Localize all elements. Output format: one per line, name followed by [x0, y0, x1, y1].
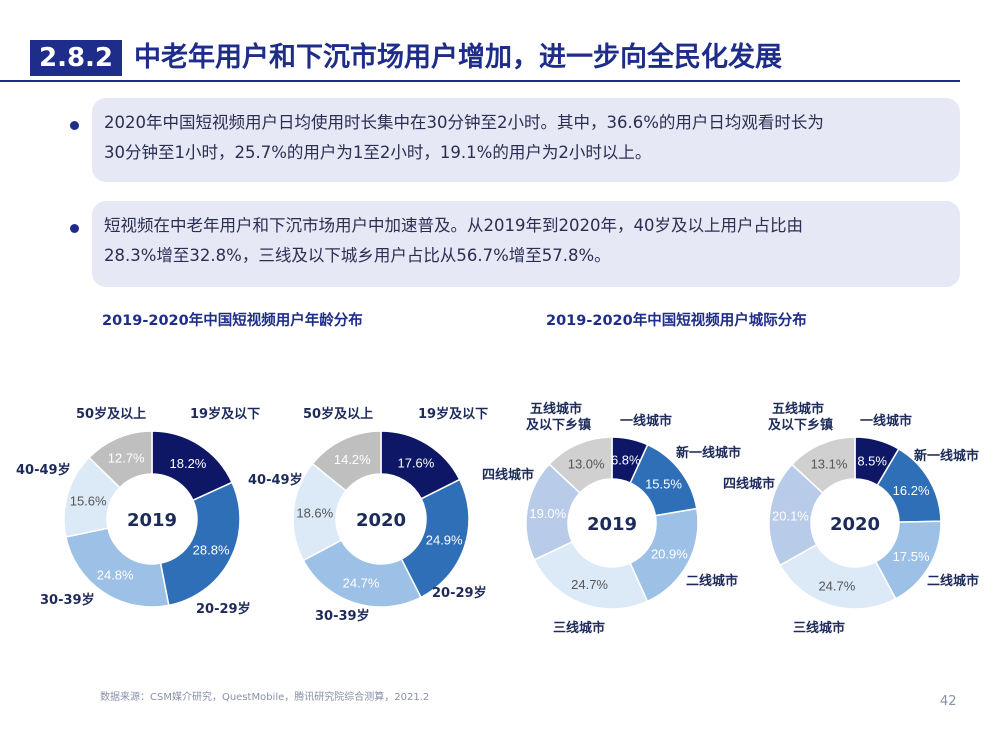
bullet-1-line-2: 30分钟至1小时，25.7%的用户为1至2小时，19.1%的用户为2小时以上。	[104, 143, 652, 162]
chart-1-center-year: 2019	[127, 510, 177, 531]
chart-3-category-label-1: 一线城市	[620, 413, 672, 429]
bullet-box-1: 2020年中国短视频用户日均使用时长集中在30分钟至2小时。其中，36.6%的用…	[92, 98, 960, 182]
chart-3-category-label-6: 五线城市及以下乡镇	[526, 401, 591, 433]
chart-3-value-label-5: 19.0%	[529, 506, 566, 521]
page-title: 中老年用户和下沉市场用户增加，进一步向全民化发展	[134, 42, 782, 73]
chart-4-value-label-3: 17.5%	[893, 549, 930, 564]
chart-4-value-label-2: 16.2%	[893, 483, 930, 498]
chart-3-category-label-4: 三线城市	[553, 620, 605, 636]
chart-4-slice-6	[790, 436, 856, 495]
chart-2-category-label-1: 19岁及以下	[418, 406, 488, 422]
chart-2-slice-5	[311, 430, 382, 492]
chart-3-slice-6	[548, 436, 613, 494]
bullet-2-line-1: 短视频在中老年用户和下沉市场用户中加速普及。从2019年到2020年，40岁及以…	[104, 216, 803, 235]
chart-3-category-label-5: 四线城市	[482, 467, 534, 483]
chart-4-category-label-3: 二线城市	[927, 573, 979, 589]
page-number: 42	[940, 694, 957, 709]
data-source: 数据来源：CSM媒介研究，QuestMobile，腾讯研究院综合测算，2021.…	[100, 692, 430, 703]
city-chart-title: 2019-2020年中国短视频用户城际分布	[546, 313, 807, 329]
bullet-box-2: 短视频在中老年用户和下沉市场用户中加速普及。从2019年到2020年，40岁及以…	[92, 201, 960, 287]
chart-4-value-label-6: 13.1%	[811, 456, 848, 471]
bullet-dot-1	[70, 121, 79, 130]
age-chart-title: 2019-2020年中国短视频用户年龄分布	[102, 313, 363, 329]
chart-1-category-label-2: 20-29岁	[196, 601, 251, 617]
chart-3-value-label-6: 13.0%	[568, 456, 605, 471]
chart-3-center-year: 2019	[587, 514, 637, 535]
chart-2-category-label-4: 40-49岁	[248, 472, 303, 488]
section-number: 2.8.2	[30, 40, 122, 76]
chart-2-value-label-2: 24.9%	[426, 533, 463, 548]
bullet-text-1: 2020年中国短视频用户日均使用时长集中在30分钟至2小时。其中，36.6%的用…	[104, 108, 950, 168]
chart-2-value-label-1: 17.6%	[397, 455, 434, 470]
chart-4-category-label-6: 五线城市及以下乡镇	[768, 401, 833, 433]
chart-4-category-label-2: 新一线城市	[914, 448, 979, 464]
chart-3-value-label-1: 6.8%	[611, 452, 641, 467]
chart-1-value-label-2: 28.8%	[193, 542, 230, 557]
chart-2-slice-2	[400, 478, 470, 599]
chart-4-value-label-5: 20.1%	[772, 508, 809, 523]
chart-3-category-label-2: 新一线城市	[676, 445, 741, 461]
chart-1-category-label-5: 50岁及以上	[76, 406, 146, 422]
header-underline	[0, 44, 960, 82]
chart-4-value-label-1: 8.5%	[857, 453, 887, 468]
chart-3-slice-4	[533, 540, 649, 610]
chart-1-slice-5	[87, 430, 153, 489]
chart-2-value-label-4: 18.6%	[296, 506, 333, 521]
chart-1-value-label-1: 18.2%	[170, 456, 207, 471]
bullet-1-line-1: 2020年中国短视频用户日均使用时长集中在30分钟至2小时。其中，36.6%的用…	[104, 113, 824, 132]
chart-3-category-label-3: 二线城市	[686, 573, 738, 589]
chart-3-value-label-2: 15.5%	[645, 476, 682, 491]
bullet-dot-2	[70, 224, 79, 233]
chart-4-value-label-4: 24.7%	[818, 578, 855, 593]
chart-1-category-label-3: 30-39岁	[40, 592, 95, 608]
chart-1-category-label-1: 19岁及以下	[190, 406, 260, 422]
chart-4-category-label-5: 四线城市	[723, 476, 775, 492]
chart-4-category-label-1: 一线城市	[860, 413, 912, 429]
chart-2-category-label-3: 30-39岁	[315, 608, 370, 624]
chart-1-slice-3	[64, 527, 170, 608]
chart-2-category-label-2: 20-29岁	[432, 585, 487, 601]
chart-2-center-year: 2020	[356, 510, 406, 531]
chart-1-value-label-3: 24.8%	[97, 567, 134, 582]
chart-2-value-label-5: 14.2%	[334, 452, 371, 467]
chart-1-value-label-4: 15.6%	[70, 493, 107, 508]
chart-1-category-label-4: 40-49岁	[16, 462, 71, 478]
chart-4-center-year: 2020	[830, 514, 880, 535]
chart-1-slice-2	[159, 481, 241, 607]
chart-4-category-label-4: 三线城市	[793, 620, 845, 636]
chart-2-value-label-3: 24.7%	[343, 575, 380, 590]
bullet-text-2: 短视频在中老年用户和下沉市场用户中加速普及。从2019年到2020年，40岁及以…	[104, 211, 950, 271]
chart-2-slice-3	[302, 539, 422, 608]
chart-4-slice-4	[779, 543, 897, 610]
chart-1-value-label-5: 12.7%	[108, 451, 145, 466]
chart-3-value-label-4: 24.7%	[571, 577, 608, 592]
chart-2-category-label-5: 50岁及以上	[303, 406, 373, 422]
bullet-2-line-2: 28.3%增至32.8%，三线及以下城乡用户占比从56.7%增至57.8%。	[104, 246, 611, 265]
chart-3-value-label-3: 20.9%	[651, 547, 688, 562]
